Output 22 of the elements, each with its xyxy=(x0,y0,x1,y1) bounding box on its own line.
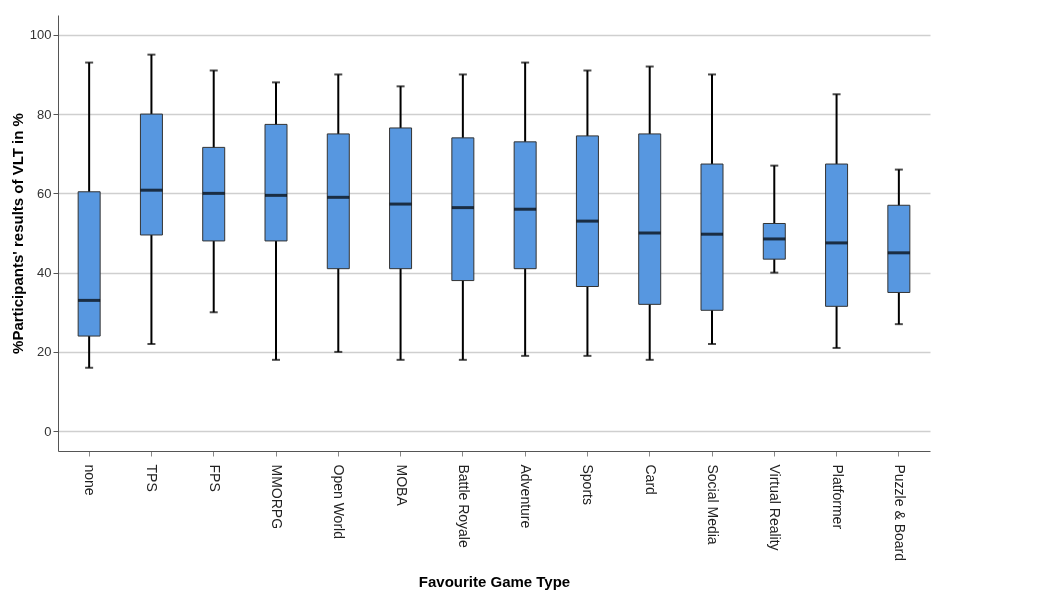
y-axis-title: %Participants' results of VLT in % xyxy=(8,113,26,354)
x-tick-label: TPS xyxy=(144,464,161,492)
x-tick-label: Adventure xyxy=(518,464,535,529)
x-tick-label: FPS xyxy=(206,464,223,492)
y-tick-label: 80 xyxy=(37,106,52,122)
x-tick-label: MOBA xyxy=(393,464,410,507)
y-tick-label: 20 xyxy=(37,344,52,360)
y-tick-label: 60 xyxy=(37,185,52,201)
x-tick-label: none xyxy=(82,464,99,496)
x-tick-label: Open World xyxy=(331,464,348,539)
x-tick-label: MMORPG xyxy=(269,464,285,530)
x-tick-label: Virtual Reality xyxy=(767,464,784,551)
y-tick-label: 100 xyxy=(29,27,52,43)
x-tick-label: Platformer xyxy=(829,464,846,530)
x-tick-label: Card xyxy=(642,464,659,495)
x-tick-label: Social Media xyxy=(705,464,721,545)
y-tick-label: 40 xyxy=(37,265,52,281)
x-tick-label: Puzzle & Board xyxy=(891,464,908,561)
x-tick-label: Sports xyxy=(580,464,597,505)
y-tick-label: 0 xyxy=(44,423,52,439)
x-axis-title: Favourite Game Type xyxy=(418,573,571,590)
x-tick-label: Battle Royale xyxy=(455,464,472,548)
